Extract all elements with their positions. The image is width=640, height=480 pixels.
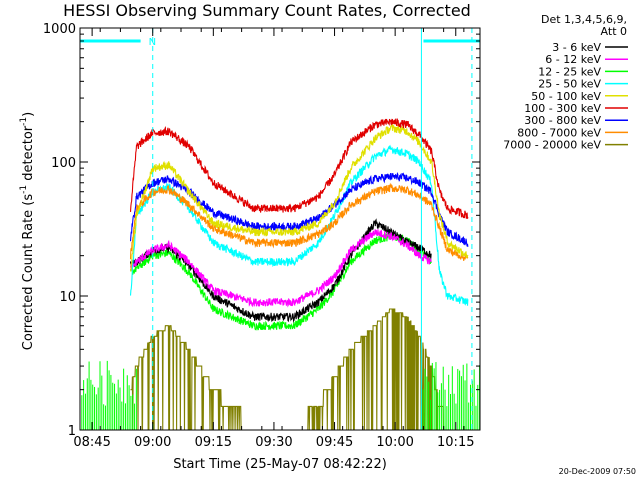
series-line-6-12-kev <box>129 229 432 308</box>
x-tick-label: 09:30 <box>255 435 292 450</box>
legend-label: 12 - 25 keV <box>538 65 601 78</box>
x-tick-label: 09:45 <box>316 435 353 450</box>
y-axis-label-sup1: -1 <box>19 185 29 194</box>
series-line-800-7000-kev <box>129 182 469 261</box>
series-line-100-300-kev <box>129 117 469 219</box>
generation-timestamp: 20-Dec-2009 07:50 <box>559 467 636 476</box>
legend-label: 7000 - 20000 keV <box>503 139 601 152</box>
y-tick-label: 100 <box>51 156 76 171</box>
x-tick-label: 09:00 <box>134 435 171 450</box>
x-tick-label: 10:00 <box>376 435 413 450</box>
y-axis-label-main: Corrected Count Rate (s <box>21 194 36 351</box>
y-axis-label-mid: detector <box>21 125 36 185</box>
legend-header-line-1: Det 1,3,4,5,6,9, <box>541 13 627 26</box>
series-line-50-100-kev <box>129 122 469 272</box>
legend-label: 25 - 50 keV <box>538 78 601 91</box>
series-line-25-50-kev <box>129 144 469 306</box>
plot-frame <box>79 27 481 431</box>
x-axis-label: Start Time (25-May-07 08:42:22) <box>173 457 387 472</box>
axes-layer: 1 10 100 1000 08:45 09:00 09:15 09:30 09:45 10:00… <box>43 22 481 450</box>
legend-label: 50 - 100 keV <box>531 90 601 103</box>
y-axis-label: Corrected Count Rate (s-1 detector-1) <box>19 112 36 350</box>
x-tick-label: 09:15 <box>195 435 232 450</box>
legend-label: 100 - 300 keV <box>524 102 601 115</box>
legend-label: 3 - 6 keV <box>552 41 601 54</box>
chart-title: HESSI Observing Summary Count Rates, Cor… <box>63 1 471 20</box>
marker-overlay-layer: N <box>80 28 480 430</box>
svg-text:Corrected Count Rate (s-1 dete: Corrected Count Rate (s-1 detector-1) <box>19 112 36 350</box>
x-tick-label: 08:45 <box>73 435 110 450</box>
y-axis-label-end: ) <box>21 112 36 117</box>
y-tick-label: 1 <box>68 424 76 439</box>
y-tick-label: 10 <box>59 290 76 305</box>
y-axis-label-sup2: -1 <box>19 117 29 126</box>
legend-label: 300 - 800 keV <box>524 114 601 127</box>
legend-label: 800 - 7000 keV <box>517 126 601 139</box>
y-tick-label: 1000 <box>43 22 76 37</box>
legend-label: 6 - 12 keV <box>545 53 601 66</box>
legend-header-line-2: Att 0 <box>601 25 627 38</box>
x-tick-label: 10:15 <box>437 435 474 450</box>
night-bar-label: N <box>149 37 156 48</box>
